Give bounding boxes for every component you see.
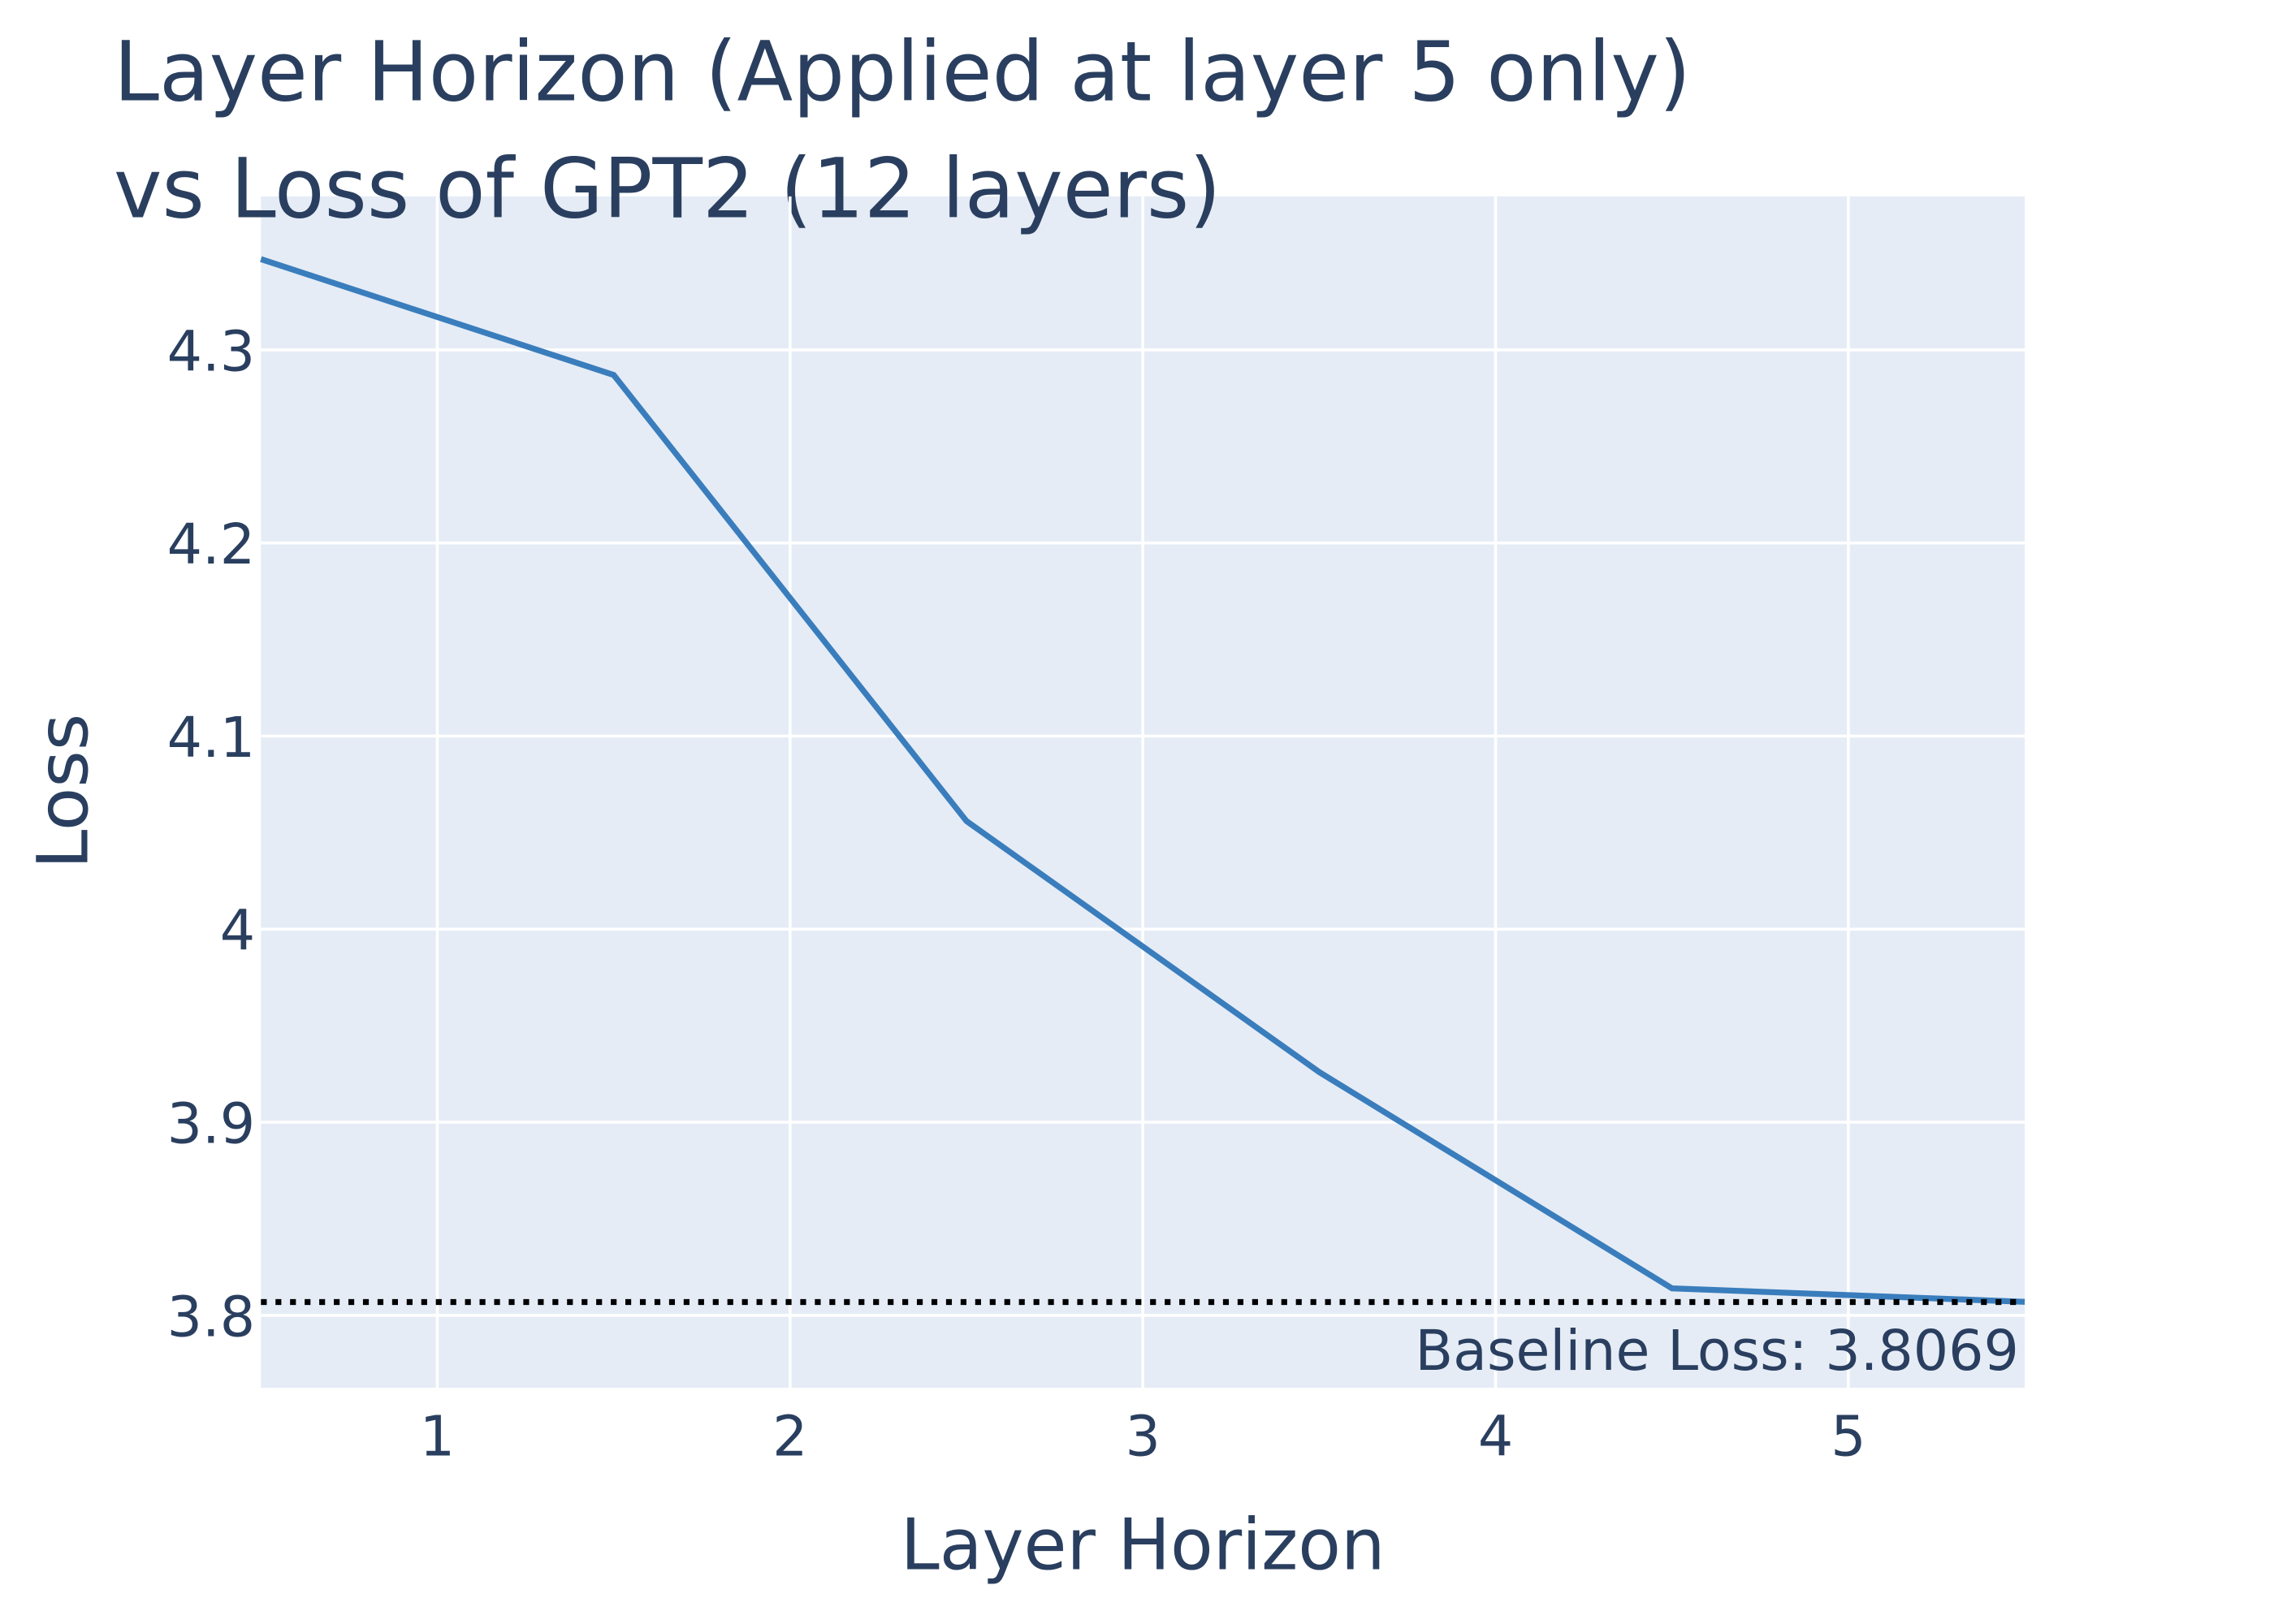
y-tick-label: 3.9 xyxy=(167,1091,255,1157)
y-tick-label: 4.3 xyxy=(167,319,255,385)
x-tick-label: 1 xyxy=(420,1404,455,1470)
line-series xyxy=(260,256,2025,1305)
chart-title: Layer Horizon (Applied at layer 5 only) xyxy=(114,24,1691,120)
x-tick-label: 3 xyxy=(1125,1404,1160,1470)
x-tick-label: 4 xyxy=(1478,1404,1513,1470)
x-tick-label: 2 xyxy=(772,1404,807,1470)
y-tick-label: 3.8 xyxy=(167,1285,255,1350)
y-tick-label: 4.1 xyxy=(167,706,255,771)
y-tick-label: 4.2 xyxy=(167,512,255,578)
x-axis-label: Layer Horizon xyxy=(901,1505,1386,1587)
baseline-label: Baseline Loss: 3.8069 xyxy=(1415,1319,2019,1384)
y-axis-label: Loss xyxy=(24,714,104,869)
chart-title: vs Loss of GPT2 (12 layers) xyxy=(114,140,1221,237)
y-tick-label: 4 xyxy=(220,898,255,964)
x-tick-label: 5 xyxy=(1831,1404,1865,1470)
